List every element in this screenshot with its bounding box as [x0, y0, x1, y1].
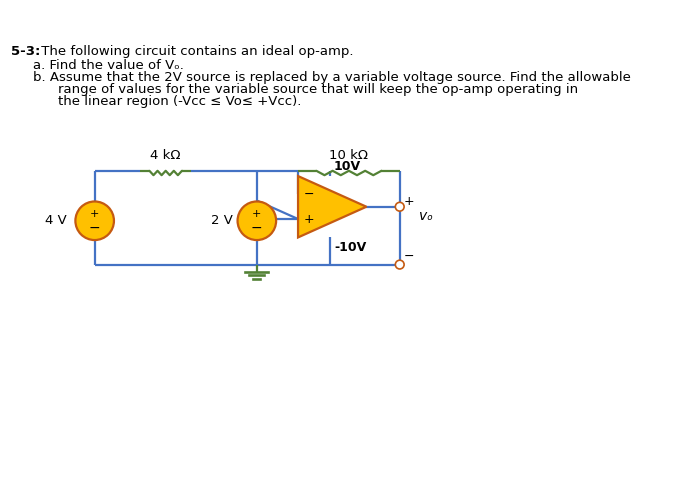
Text: −: −: [303, 188, 314, 201]
Text: 4 V: 4 V: [45, 214, 66, 227]
Circle shape: [237, 201, 276, 240]
Text: +: +: [252, 209, 262, 219]
Text: 10 kΩ: 10 kΩ: [330, 149, 368, 162]
Circle shape: [76, 201, 114, 240]
Text: +: +: [90, 209, 99, 219]
Circle shape: [395, 260, 404, 269]
Text: vₒ: vₒ: [419, 208, 433, 223]
Text: The following circuit contains an ideal op-amp.: The following circuit contains an ideal …: [37, 46, 354, 58]
Polygon shape: [298, 176, 366, 238]
Text: +: +: [303, 212, 314, 226]
Text: 4 kΩ: 4 kΩ: [150, 149, 181, 162]
Text: range of values for the variable source that will keep the op-amp operating in: range of values for the variable source …: [58, 83, 578, 96]
Text: 5-3:: 5-3:: [10, 46, 40, 58]
Text: b. Assume that the 2V source is replaced by a variable voltage source. Find the : b. Assume that the 2V source is replaced…: [34, 71, 631, 84]
Circle shape: [395, 202, 404, 211]
Text: the linear region (-Vᴄᴄ ≤ Vo≤ +Vᴄᴄ).: the linear region (-Vᴄᴄ ≤ Vo≤ +Vᴄᴄ).: [58, 96, 301, 108]
Text: -10V: -10V: [334, 241, 366, 254]
Text: 2 V: 2 V: [211, 214, 233, 227]
Text: −: −: [404, 250, 414, 263]
Text: −: −: [251, 221, 262, 235]
Text: +: +: [404, 195, 414, 208]
Text: a. Find the value of Vₒ.: a. Find the value of Vₒ.: [34, 58, 184, 72]
Text: 10V: 10V: [334, 159, 361, 173]
Text: −: −: [89, 221, 101, 235]
